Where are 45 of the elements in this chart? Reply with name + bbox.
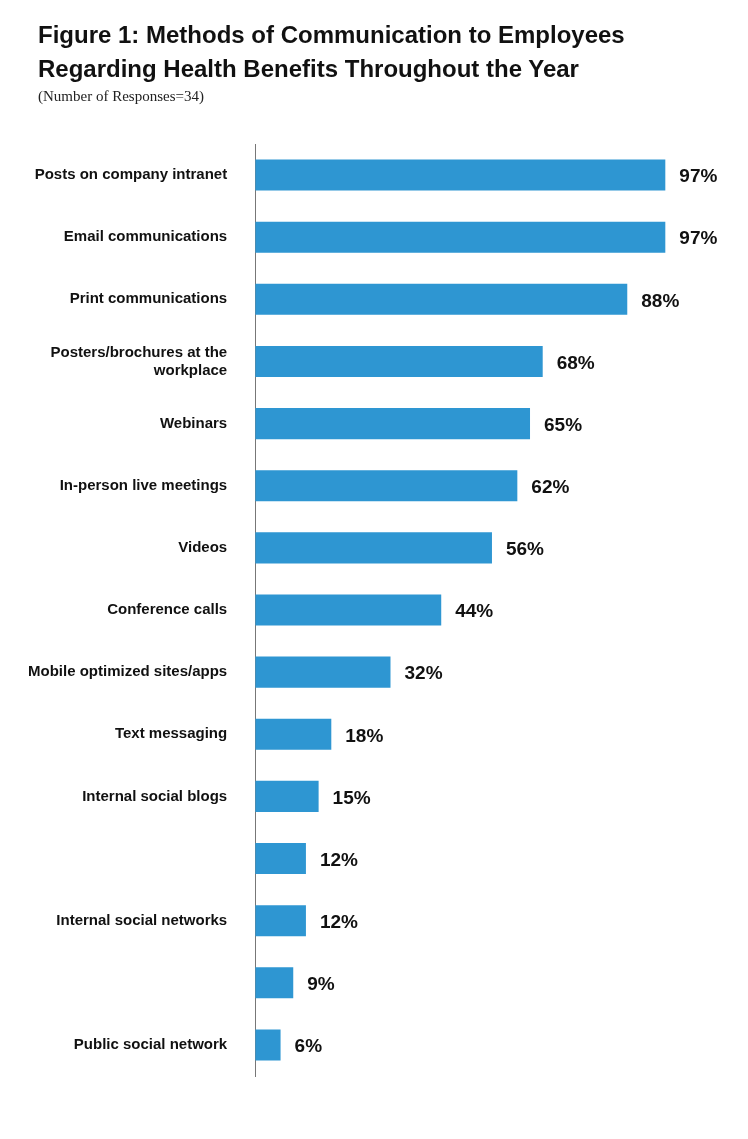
data-label: 62% bbox=[531, 475, 570, 497]
y-tick-label: Mobile optimized sites/apps bbox=[27, 662, 228, 680]
y-tick-label: Posts on company intranet bbox=[34, 165, 228, 183]
data-label: 97% bbox=[679, 227, 718, 249]
data-label: 97% bbox=[679, 165, 718, 187]
chart-title: Figure 1: Methods of Communication to Employees Regarding Health Benefits Throughout the Year bbox=[37, 20, 626, 84]
bar bbox=[255, 718, 332, 750]
data-label: 9% bbox=[307, 973, 335, 995]
bar bbox=[255, 221, 666, 253]
data-label: 56% bbox=[505, 538, 545, 560]
bar bbox=[255, 656, 391, 688]
data-label: 18% bbox=[345, 724, 384, 746]
bar bbox=[255, 470, 518, 502]
text: (Number of Responses=34) bbox=[37, 87, 205, 106]
bar bbox=[255, 780, 319, 812]
bar bbox=[255, 345, 543, 377]
bar bbox=[255, 1029, 281, 1061]
bar bbox=[255, 594, 442, 626]
y-tick-label: Webinars bbox=[159, 413, 228, 431]
y-tick-label: Conference calls bbox=[107, 600, 228, 618]
y-tick-label: Videos bbox=[178, 538, 228, 556]
bar bbox=[255, 905, 306, 937]
bar bbox=[255, 159, 666, 191]
y-tick-label: Internal social blogs bbox=[82, 786, 228, 804]
bar bbox=[255, 283, 628, 315]
data-label: 88% bbox=[641, 289, 680, 311]
data-label: 68% bbox=[556, 351, 595, 373]
y-tick-label: Text messaging bbox=[114, 724, 228, 742]
bar bbox=[255, 532, 492, 564]
bar bbox=[255, 843, 306, 875]
y-tick-label: Public social network bbox=[73, 1035, 228, 1053]
data-label: 6% bbox=[294, 1035, 323, 1057]
y-tick-label: In-person live meetings bbox=[59, 475, 228, 493]
data-label: 44% bbox=[455, 600, 494, 622]
data-label: 32% bbox=[404, 662, 443, 684]
data-label: 12% bbox=[319, 848, 359, 870]
bar bbox=[255, 408, 531, 440]
data-label: 12% bbox=[319, 910, 359, 932]
y-tick-label: Internal social networks bbox=[56, 910, 228, 928]
y-tick-label: Print communications bbox=[69, 289, 228, 307]
y-tick-label: Email communications bbox=[63, 227, 228, 245]
y-tick-label: Posters/brochures at the workplace bbox=[50, 342, 228, 378]
data-label: 15% bbox=[332, 786, 371, 808]
data-label: 65% bbox=[544, 413, 583, 435]
bar bbox=[255, 967, 294, 999]
